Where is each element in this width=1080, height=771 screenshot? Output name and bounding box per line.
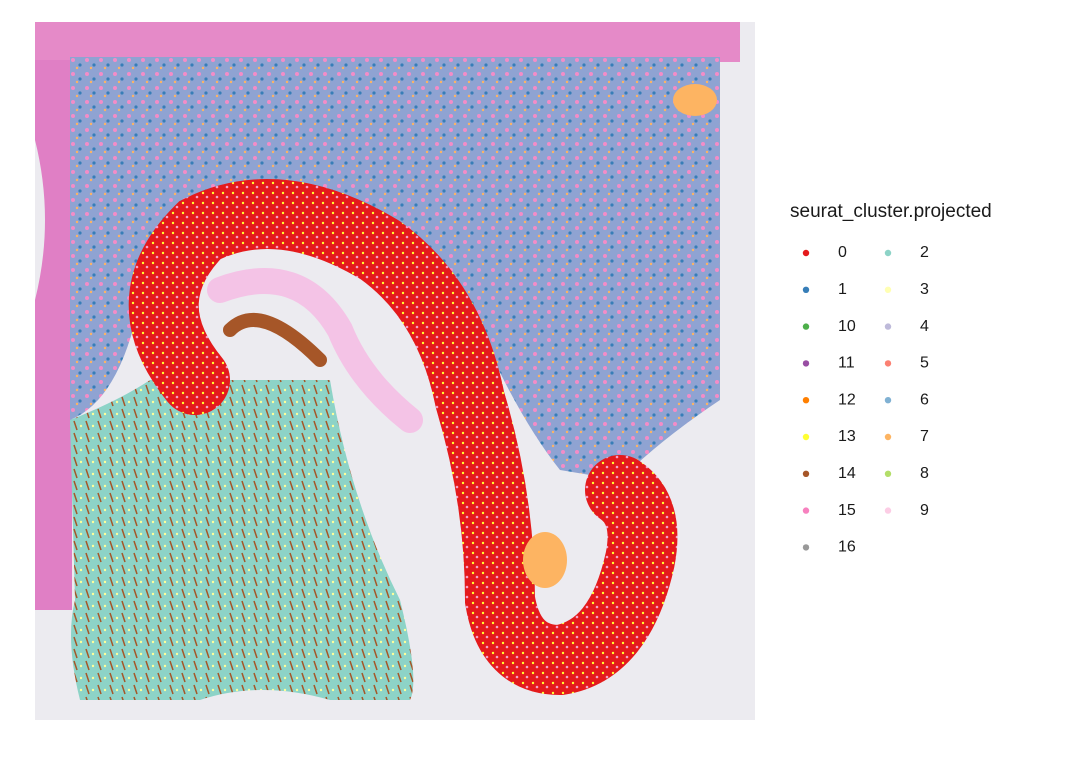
legend: 0 1 10 11 12 13 14 15 16 2 3 4 5 6 7 8 9 [802, 244, 929, 556]
legend-label: 16 [838, 539, 856, 556]
tissue-patch [673, 84, 717, 116]
legend-swatch [802, 397, 810, 404]
tissue-patch [523, 532, 567, 588]
tissue-edge [35, 60, 72, 610]
legend-swatch [884, 249, 892, 257]
legend-swatch [884, 286, 892, 293]
legend-swatch [802, 249, 810, 257]
legend-label: 10 [838, 318, 856, 335]
legend-swatch [884, 507, 892, 514]
legend-label: 5 [920, 355, 929, 372]
legend-label: 9 [920, 502, 929, 519]
legend-label: 4 [920, 318, 929, 335]
tissue-band [35, 22, 740, 62]
legend-swatch [884, 470, 892, 477]
legend-label: 1 [838, 281, 847, 298]
lumen-debris [223, 313, 327, 367]
legend-title: seurat_cluster.projected [790, 201, 992, 222]
legend-label: 6 [920, 391, 929, 408]
legend-swatch [884, 397, 892, 404]
tissue-lower-left [70, 380, 414, 700]
crypt-layer [128, 179, 678, 696]
legend-label: 2 [920, 244, 929, 261]
legend-swatch [802, 507, 810, 514]
legend-swatch [802, 360, 810, 367]
legend-swatch [884, 360, 892, 367]
legend-swatch [802, 323, 810, 330]
lumen [207, 268, 423, 433]
legend-label: 15 [838, 502, 856, 519]
legend-label: 12 [838, 391, 856, 408]
tissue-image [35, 22, 755, 720]
legend-swatch [802, 433, 810, 441]
legend-swatch [802, 286, 810, 293]
tissue-upper [70, 57, 720, 480]
legend-label: 0 [838, 244, 847, 261]
legend-swatch [884, 323, 892, 330]
legend-label: 14 [838, 465, 856, 482]
legend-swatch [802, 544, 810, 551]
legend-label: 3 [920, 281, 929, 298]
legend-swatch [802, 470, 810, 477]
legend-label: 11 [838, 355, 855, 372]
legend-label: 13 [838, 428, 856, 445]
legend-label: 8 [920, 465, 929, 482]
legend-swatch [884, 433, 892, 441]
legend-label: 7 [920, 428, 929, 445]
